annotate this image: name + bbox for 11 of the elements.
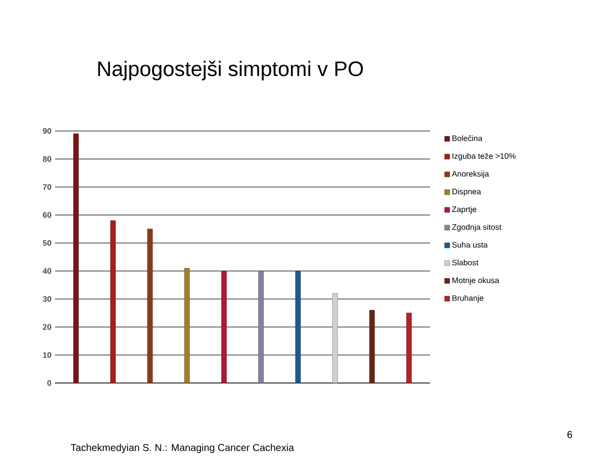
text: 6	[567, 431, 572, 438]
bar	[295, 270, 301, 383]
bar	[110, 220, 116, 383]
bar	[258, 270, 264, 383]
bar	[147, 228, 153, 383]
bar	[73, 134, 79, 383]
bar	[332, 293, 338, 383]
text: Tachekmedyian S. N.: Managing Cancer Cachexia	[70, 444, 294, 454]
bar	[406, 312, 412, 383]
bar	[221, 270, 227, 383]
chart-title: Najpogostejši simptomi v PO	[98, 60, 363, 80]
